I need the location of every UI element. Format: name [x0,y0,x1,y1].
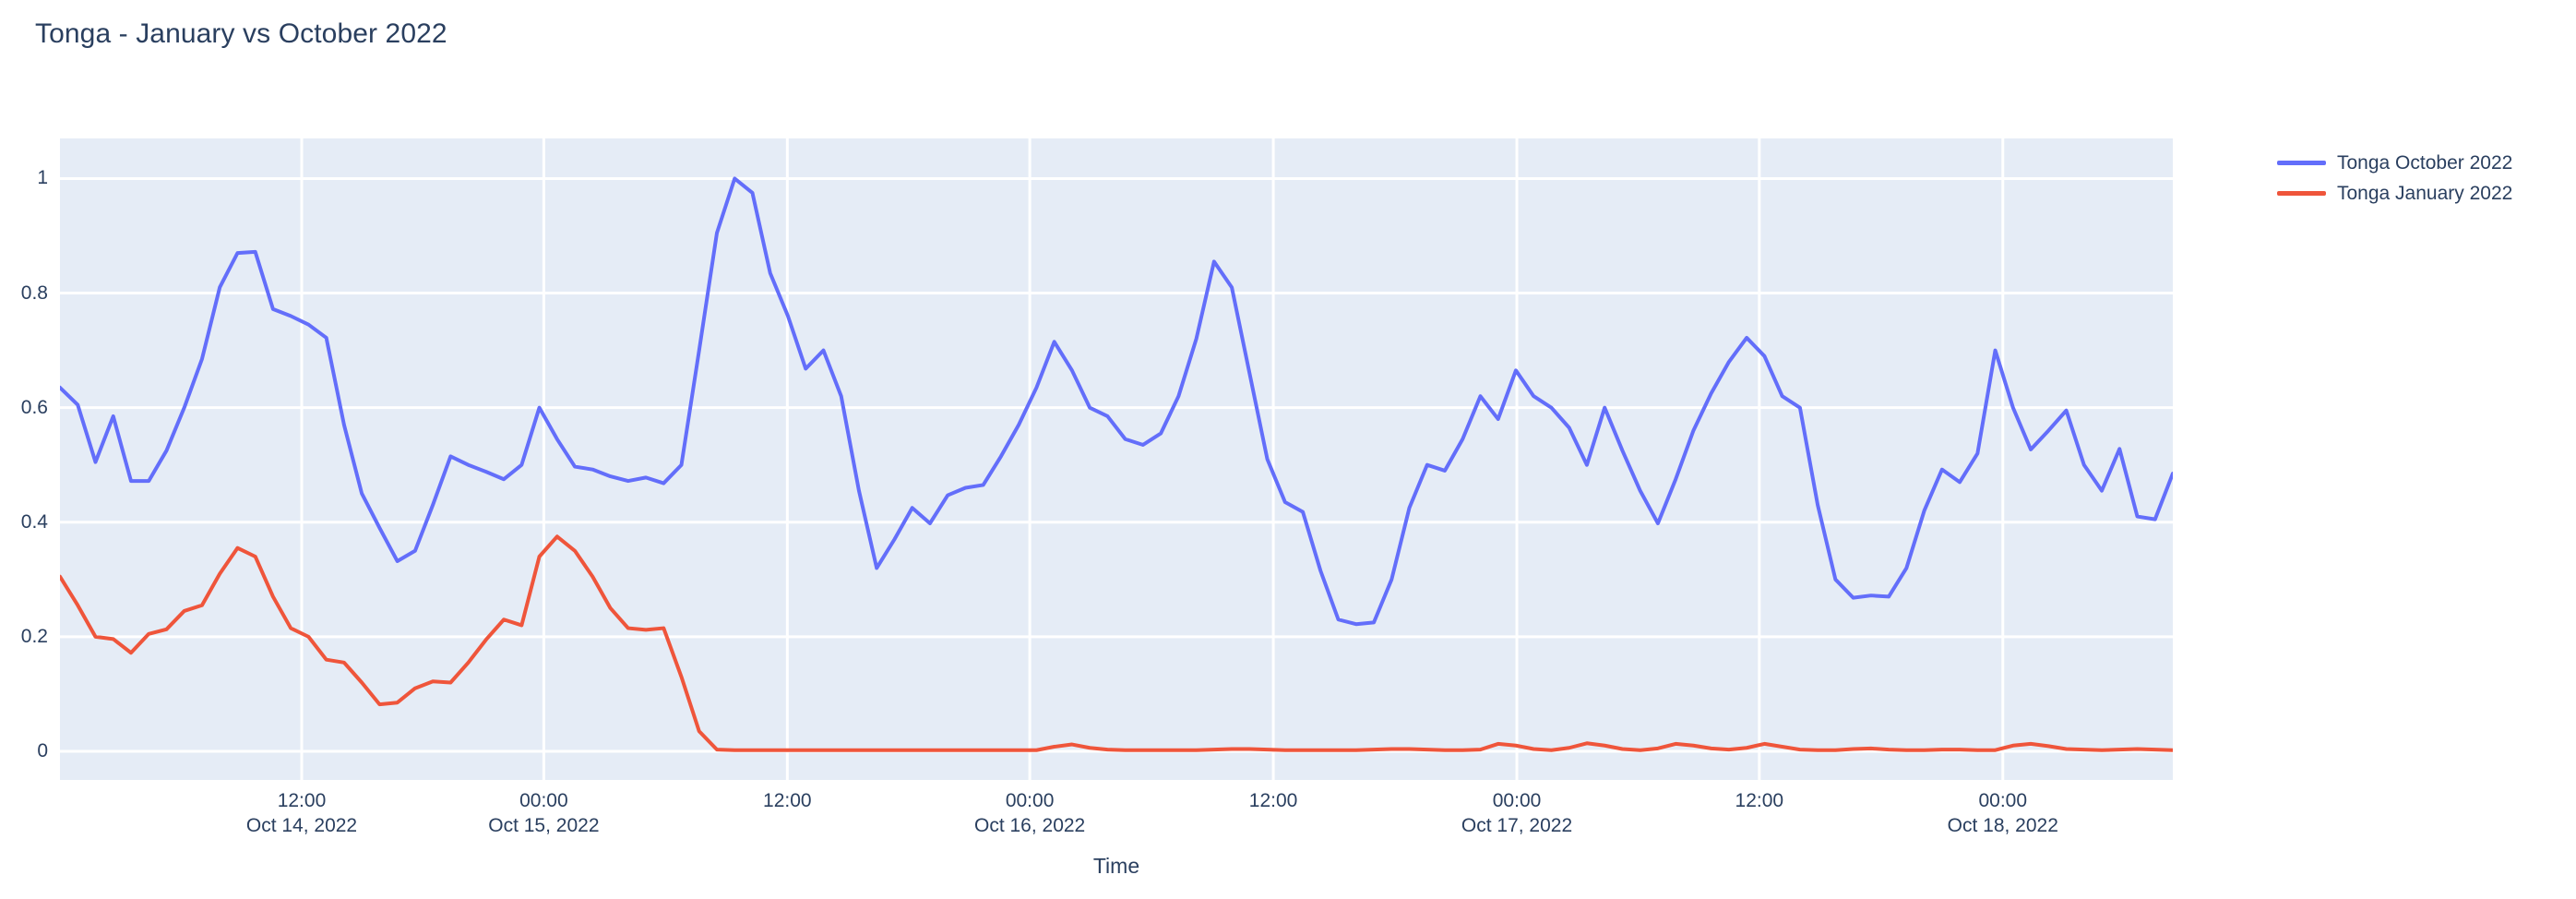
x-tick-time: 12:00 [1735,790,1784,811]
legend-item[interactable]: Tonga January 2022 [2277,178,2572,209]
x-tick-time: 12:00 [763,790,812,811]
y-axis-tick-label: 0.6 [20,396,48,418]
series-line [60,536,2173,749]
x-axis-tick-label: 12:00 [1735,789,1784,814]
x-tick-date: Oct 15, 2022 [488,814,600,836]
x-axis-tick-label: 00:00 Oct 15, 2022 [488,789,599,839]
x-axis-tick-label: 00:00 Oct 16, 2022 [974,789,1085,839]
x-tick-date: Oct 16, 2022 [973,814,1086,836]
x-axis-tick-label: 00:00 Oct 17, 2022 [1461,789,1572,839]
legend-item-label: Tonga January 2022 [2337,182,2513,204]
legend-item-label: Tonga October 2022 [2337,151,2513,174]
y-axis: 1 0.8 0.6 0.4 0.2 0 [0,0,60,899]
y-axis-tick-label: 0.8 [20,282,48,304]
x-tick-time: 00:00 [1492,790,1542,811]
x-axis-tick-label: 12:00 [1249,789,1298,814]
legend: Tonga October 2022 Tonga January 2022 [2277,148,2572,209]
x-axis-tick-label: 12:00 Oct 14, 2022 [246,789,357,839]
vertical-gridlines [300,138,2005,780]
x-axis-title: Time [1092,854,1140,878]
page-title: Tonga - January vs October 2022 [35,18,447,49]
plot-svg [60,138,2173,780]
x-tick-time: 00:00 [1005,790,1055,811]
y-axis-tick-label: 1 [37,167,48,189]
x-tick-time: 00:00 [519,790,568,811]
line-swatch-red [2277,191,2326,196]
y-axis-tick-label: 0.2 [20,625,48,647]
x-tick-date: Oct 14, 2022 [245,814,358,836]
plot-area [60,138,2173,780]
x-tick-date: Oct 17, 2022 [1461,814,1573,836]
data-traces [60,178,2173,749]
x-axis-tick-label: 00:00 Oct 18, 2022 [1948,789,2058,839]
line-swatch-blue [2277,161,2326,165]
series-line [60,178,2173,624]
x-axis-tick-label: 12:00 [763,789,812,814]
y-axis-tick-label: 0 [37,739,48,761]
y-axis-tick-label: 0.4 [20,510,48,533]
legend-item[interactable]: Tonga October 2022 [2277,148,2572,178]
x-tick-time: 12:00 [1248,790,1298,811]
x-tick-date: Oct 18, 2022 [1947,814,2058,836]
x-tick-time: 12:00 [277,790,327,811]
x-tick-time: 00:00 [1978,790,2028,811]
